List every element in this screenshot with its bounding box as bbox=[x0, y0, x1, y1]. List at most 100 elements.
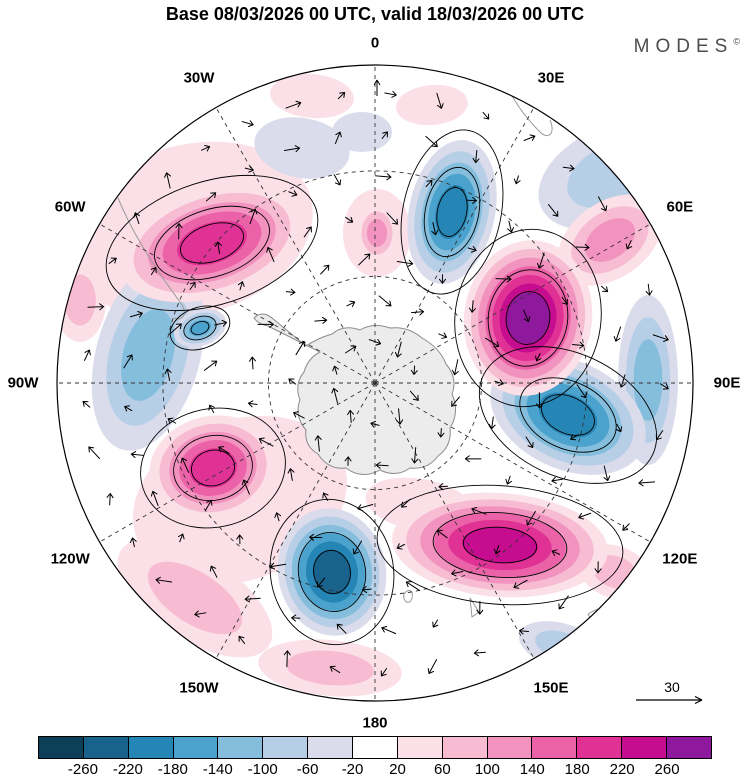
meridian-line bbox=[374, 107, 535, 384]
wind-vector-arrow bbox=[622, 523, 630, 531]
streamline-contour bbox=[105, 174, 319, 312]
meridian-line bbox=[374, 382, 535, 659]
wind-vector-arrow bbox=[405, 581, 421, 591]
wind-vector-arrow bbox=[384, 90, 397, 98]
wind-vector-arrow bbox=[523, 309, 531, 322]
anomaly-filled-contour bbox=[396, 84, 468, 126]
wind-vector-arrow bbox=[471, 506, 487, 515]
wind-vector-arrow bbox=[164, 172, 171, 189]
streamline-contour bbox=[436, 187, 468, 237]
wind-vector-arrow bbox=[333, 174, 342, 186]
colorbar-segment bbox=[127, 737, 173, 758]
latitude-circle bbox=[162, 170, 588, 596]
wind-vector-arrow bbox=[344, 456, 352, 466]
streamline-contour bbox=[190, 320, 210, 336]
wind-vector-arrow bbox=[347, 409, 355, 423]
meridian-line bbox=[215, 382, 376, 659]
wind-vector-arrow bbox=[378, 295, 392, 307]
north-arrow-icon bbox=[373, 79, 381, 96]
wind-vector-arrow bbox=[329, 665, 341, 674]
wind-vector-arrow bbox=[576, 384, 587, 399]
wind-vector-arrow bbox=[464, 455, 482, 463]
colorbar-tick-label: -100 bbox=[247, 761, 278, 778]
anomaly-filled-contour bbox=[584, 218, 636, 262]
longitude-label-120W: 120W bbox=[50, 550, 90, 568]
wind-vector-arrow bbox=[205, 192, 217, 202]
coastline bbox=[403, 590, 413, 603]
wind-vector-arrow bbox=[345, 345, 357, 354]
wind-vector-arrow bbox=[485, 337, 500, 348]
anomaly-filled-contour bbox=[332, 112, 392, 152]
wind-vector-arrow bbox=[314, 316, 328, 324]
wind-vector-arrow bbox=[208, 404, 215, 414]
streamline-contour bbox=[183, 315, 217, 341]
wind-vector-arrow bbox=[526, 510, 536, 526]
streamline-contour bbox=[519, 377, 617, 453]
wind-vector-arrow bbox=[432, 619, 439, 628]
wind-vector-arrow bbox=[361, 586, 372, 594]
wind-vector-arrow bbox=[381, 626, 397, 635]
colorbar-tick-label: -180 bbox=[157, 761, 188, 778]
colorbar-segment bbox=[531, 737, 577, 758]
wind-vector-arrow bbox=[322, 492, 329, 501]
colorbar-segment bbox=[307, 737, 353, 758]
anomaly-filled-contour bbox=[506, 292, 550, 344]
wind-vector-arrow bbox=[334, 131, 342, 144]
wind-vector-arrow bbox=[336, 623, 347, 634]
coastline bbox=[587, 604, 664, 640]
modes-logo-text: MODES bbox=[633, 36, 734, 57]
streamline-contour bbox=[454, 228, 602, 408]
wind-vector-arrow bbox=[285, 100, 302, 109]
modes-logo-mark: © bbox=[733, 36, 740, 47]
longitude-label-90E: 90E bbox=[713, 374, 741, 392]
wind-vector-arrow bbox=[482, 111, 490, 120]
streamline-contour bbox=[313, 549, 351, 595]
anomaly-filled-contour bbox=[270, 73, 354, 119]
streamline-contour bbox=[376, 484, 624, 606]
map-boundary-circle bbox=[56, 64, 694, 702]
wind-vector-arrow bbox=[167, 417, 177, 424]
wind-vector-arrow bbox=[257, 320, 274, 328]
wind-vector-arrow bbox=[537, 252, 545, 269]
wind-vector-arrow bbox=[274, 512, 282, 522]
streamline-contour bbox=[154, 205, 270, 281]
wind-vector-arrow bbox=[288, 378, 297, 385]
wind-vector-arrow bbox=[316, 577, 326, 588]
colorbar-tick-label: -140 bbox=[202, 761, 233, 778]
wind-vector-arrow bbox=[437, 428, 445, 438]
wind-vector-arrow bbox=[287, 468, 295, 481]
wind-vector-arrow bbox=[345, 216, 354, 223]
wind-vector-arrow bbox=[293, 411, 305, 419]
wind-vector-arrow bbox=[473, 649, 486, 657]
streamline-contour bbox=[487, 269, 569, 367]
wind-vector-arrow bbox=[84, 349, 91, 361]
wind-vector-arrow bbox=[570, 434, 579, 441]
wind-vector-arrow bbox=[467, 245, 477, 253]
wind-vector-arrow bbox=[129, 311, 143, 318]
colorbar-tick-label: 140 bbox=[519, 761, 545, 778]
anomaly-filled-contour bbox=[435, 184, 469, 240]
map-canvas bbox=[56, 64, 694, 702]
wind-vector-arrow bbox=[175, 223, 183, 240]
wind-vector-arrow bbox=[523, 134, 536, 142]
wind-vector-arrow bbox=[189, 281, 196, 291]
wind-vector-arrow bbox=[320, 264, 330, 275]
wind-vector-arrow bbox=[386, 212, 399, 225]
streamline-contour bbox=[478, 346, 658, 484]
streamline-contour bbox=[173, 434, 253, 502]
chart-title: Base 08/03/2026 00 UTC, valid 18/03/2026… bbox=[165, 4, 585, 24]
wind-vector-arrow bbox=[578, 512, 592, 520]
wind-vector-arrow bbox=[472, 149, 480, 164]
streamline-contour bbox=[462, 526, 538, 564]
wind-vector-arrow bbox=[438, 483, 449, 491]
wind-vector-arrow bbox=[352, 540, 363, 555]
reference-vector-label: 30 bbox=[664, 679, 680, 695]
colorbar-tick-label: 20 bbox=[389, 761, 406, 778]
colorbar-segment bbox=[82, 737, 128, 758]
anomaly-filled-contour bbox=[633, 339, 663, 421]
wind-vector-arrow bbox=[401, 498, 411, 508]
wind-vector-arrow bbox=[87, 303, 105, 311]
wind-vector-arrow bbox=[603, 465, 611, 482]
colorbar-segment bbox=[666, 737, 711, 758]
